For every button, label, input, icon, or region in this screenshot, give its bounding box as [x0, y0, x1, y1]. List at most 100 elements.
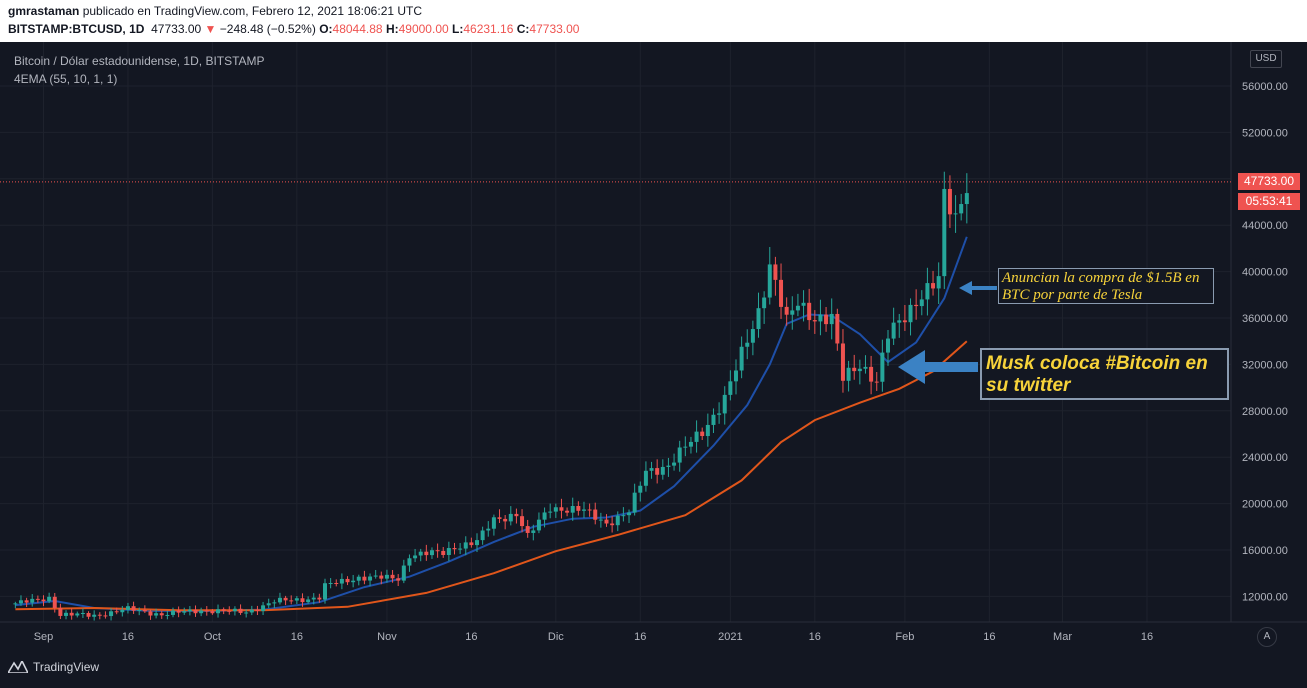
candle-body	[615, 515, 620, 526]
candle-body	[655, 468, 660, 475]
candle-body	[711, 414, 716, 425]
candle-body	[480, 530, 485, 541]
candle-body	[435, 550, 440, 552]
candle-body	[148, 611, 153, 616]
time-tick-label: Oct	[204, 631, 221, 643]
annotation-tesla[interactable]: Anuncian la compra de $1.5B en BTC por p…	[998, 268, 1214, 304]
candle-body	[959, 204, 964, 214]
candle-body	[700, 431, 705, 437]
tradingview-brand: TradingView	[33, 660, 100, 674]
time-tick-label: 16	[1141, 631, 1153, 643]
legend-indicator[interactable]: 4EMA (55, 10, 1, 1)	[14, 72, 118, 86]
candle-body	[795, 305, 800, 311]
candle-body	[886, 338, 890, 353]
candle-body	[187, 609, 192, 612]
annotation-arrows	[898, 281, 997, 384]
time-scale: Sep 16 Oct 16 Nov 16 Dic 16 2021 16 Feb 16 Mar 16	[34, 631, 1153, 643]
candle-body	[559, 507, 564, 511]
candle-body	[683, 446, 688, 448]
candle-body	[733, 370, 738, 382]
candle-body	[824, 314, 829, 325]
candle-body	[441, 550, 446, 556]
candle-body	[41, 599, 46, 602]
candle-body	[429, 550, 434, 556]
candle-body	[154, 613, 159, 616]
candle-body	[446, 548, 451, 556]
price-tick-label: 56000.00	[1242, 81, 1288, 93]
candle-body	[266, 603, 271, 606]
candle-body	[249, 609, 254, 613]
price-tick-label: 24000.00	[1242, 452, 1288, 464]
ohlc-line: BITSTAMP:BTCUSD, 1D 47733.00 ▼ −248.48 (…	[8, 22, 579, 36]
candle-body	[193, 609, 198, 614]
price-tick-label: 12000.00	[1242, 591, 1288, 603]
author-name[interactable]: gmrastaman	[8, 4, 80, 18]
candle-body	[818, 314, 823, 322]
candle-body	[857, 368, 862, 372]
last-price-tag: 47733.00	[1238, 173, 1300, 190]
legend-symbol[interactable]: Bitcoin / Dólar estadounidense, 1D, BITS…	[14, 54, 265, 68]
candle-body	[97, 614, 102, 616]
publish-line: gmrastaman publicado en TradingView.com,…	[8, 4, 422, 18]
candle-body	[13, 603, 18, 605]
candle-body	[120, 609, 125, 613]
annotation-musk[interactable]: Musk coloca #Bitcoin en su twitter	[980, 348, 1229, 400]
candle-body	[767, 264, 772, 298]
symbol-label: BITSTAMP:BTCUSD, 1D	[8, 22, 145, 36]
open-value: 48044.88	[332, 22, 383, 36]
candle-body	[936, 276, 941, 289]
candle-body	[401, 565, 406, 581]
candle-body	[897, 320, 902, 323]
candle-body	[47, 596, 52, 602]
candle-body	[418, 551, 423, 556]
candle-body	[542, 512, 547, 520]
time-tick-label: 16	[634, 631, 646, 643]
candle-body	[142, 609, 147, 612]
low-value: 46231.16	[463, 22, 514, 36]
tradingview-logo[interactable]: TradingView	[8, 660, 99, 674]
price-change: −248.48 (−0.52%)	[219, 22, 316, 36]
candle-body	[328, 582, 333, 584]
candle-body	[835, 313, 840, 344]
time-tick-label: 16	[291, 631, 303, 643]
candle-body	[109, 611, 114, 617]
candle-body	[232, 608, 237, 612]
candle-body	[384, 574, 389, 579]
candle-body	[373, 575, 378, 577]
candle-body	[345, 578, 350, 583]
candle-body	[812, 320, 817, 322]
candle-body	[221, 609, 226, 611]
candle-body	[75, 613, 80, 616]
candle-body	[114, 611, 119, 613]
candle-body	[548, 511, 553, 513]
candle-body	[514, 513, 519, 517]
price-tick-label: 32000.00	[1242, 359, 1288, 371]
candle-body	[24, 600, 29, 603]
candle-body	[576, 505, 581, 511]
candle-body	[649, 468, 654, 471]
candles	[13, 171, 969, 621]
auto-scale-button[interactable]: A	[1257, 627, 1277, 647]
candle-body	[593, 509, 598, 520]
candle-body	[317, 597, 322, 600]
candle-body	[165, 614, 170, 616]
candle-body	[125, 606, 130, 610]
candle-body	[773, 264, 778, 280]
candle-body	[272, 602, 277, 604]
published-text: publicado en TradingView.com, Febrero 12…	[79, 4, 423, 18]
candle-body	[300, 598, 305, 603]
candle-body	[931, 283, 936, 289]
candle-body	[491, 517, 496, 529]
candle-body	[694, 431, 699, 442]
candle-body	[475, 540, 480, 546]
candle-body	[846, 367, 851, 381]
candle-body	[204, 610, 209, 612]
currency-label[interactable]: USD	[1250, 50, 1282, 68]
candle-body	[587, 509, 592, 511]
candle-body	[463, 542, 468, 549]
candle-body	[925, 283, 930, 300]
candle-body	[18, 600, 23, 604]
candle-body	[840, 343, 845, 381]
time-tick-label: 16	[809, 631, 821, 643]
candle-body	[339, 578, 344, 584]
